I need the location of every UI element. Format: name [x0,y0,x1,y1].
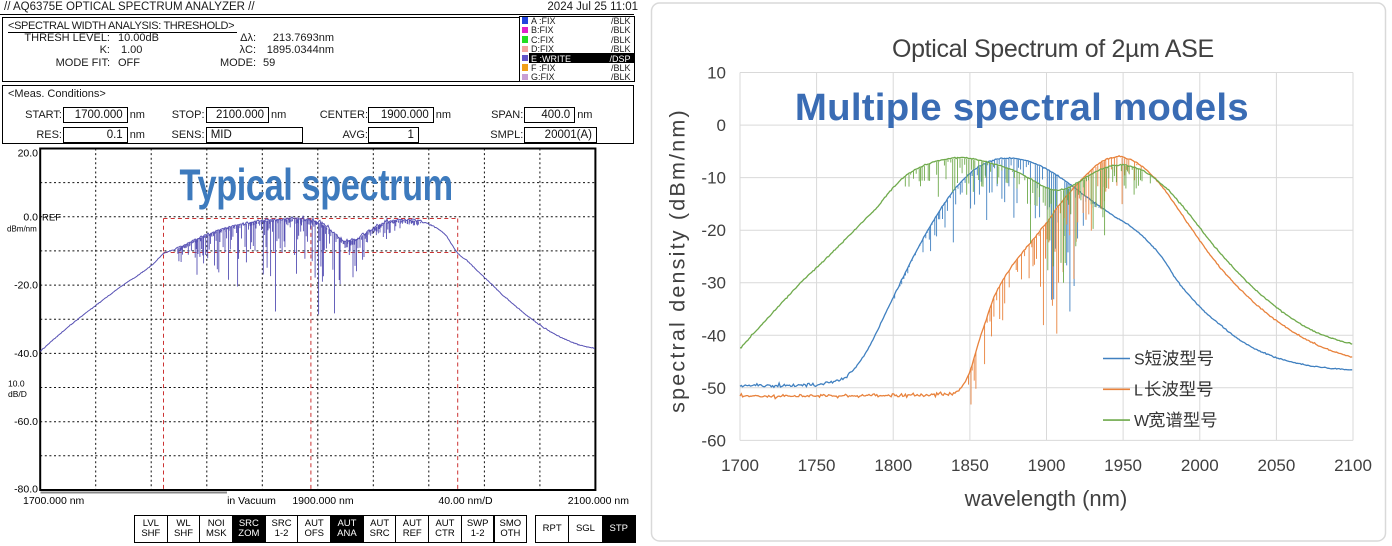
svg-text:2100.000 nm: 2100.000 nm [568,495,630,507]
svg-text:dB/D: dB/D [8,389,27,399]
svg-text:wavelength (nm): wavelength (nm) [964,486,1128,511]
svg-text:Typical spectrum: Typical spectrum [180,161,453,210]
svg-text:2050: 2050 [1257,456,1295,475]
svg-text:-10: -10 [701,169,726,188]
svg-text:1900: 1900 [1028,456,1066,475]
svg-text:1850: 1850 [951,456,989,475]
svg-text:-80.0: -80.0 [14,484,38,496]
svg-text:-20.0: -20.0 [14,280,38,292]
svg-text:dBm/nm: dBm/nm [7,225,37,234]
svg-text:spectral density (dBm/nm): spectral density (dBm/nm) [666,108,690,413]
svg-text:0: 0 [717,116,726,135]
svg-text:L: L [1134,382,1143,399]
svg-text:1900.000 nm: 1900.000 nm [292,495,354,507]
svg-text:-40.0: -40.0 [14,348,38,360]
svg-text:-50: -50 [701,379,726,398]
svg-text:Multiple spectral models: Multiple spectral models [795,86,1249,129]
svg-text:in Vacuum: in Vacuum [227,495,276,507]
svg-text:W: W [1134,413,1150,430]
svg-text:0.0: 0.0 [23,211,38,223]
svg-text:1750: 1750 [798,456,836,475]
svg-text:Optical Spectrum of 2µm ASE: Optical Spectrum of 2µm ASE [892,35,1214,63]
svg-text:-60: -60 [701,432,726,451]
svg-text:1700: 1700 [721,456,759,475]
svg-text:1700.000 nm: 1700.000 nm [23,495,85,507]
svg-text:40.00 nm/D: 40.00 nm/D [438,495,493,507]
svg-text:10: 10 [707,64,726,83]
svg-text:-60.0: -60.0 [14,416,38,428]
svg-text:-40: -40 [701,327,726,346]
svg-text:10.0: 10.0 [8,379,25,389]
svg-text:REF: REF [42,212,61,223]
svg-text:1950: 1950 [1104,456,1142,475]
svg-text:S: S [1134,352,1145,369]
svg-text:2000: 2000 [1181,456,1219,475]
svg-text:-30: -30 [701,274,726,293]
svg-text:-20: -20 [701,221,726,240]
svg-text:20.0: 20.0 [18,148,39,160]
svg-text:1800: 1800 [874,456,912,475]
svg-text:2100: 2100 [1334,456,1372,475]
